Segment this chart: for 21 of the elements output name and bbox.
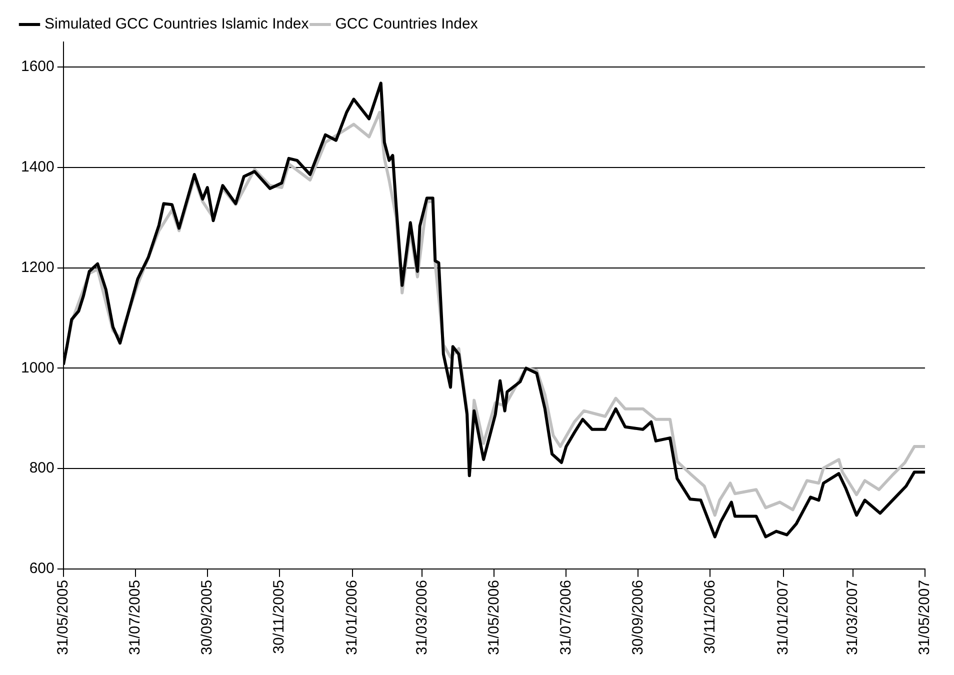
y-tick-label: 1600 — [20, 58, 54, 76]
y-tick-label: 1000 — [20, 359, 54, 376]
x-tick-label: 31/01/2007 — [774, 580, 792, 656]
y-tick-label: 800 — [29, 460, 54, 477]
x-tick-label: 31/03/2006 — [413, 580, 430, 656]
x-tick-label: 31/05/2005 — [54, 580, 72, 656]
x-tick-label: 30/11/2006 — [701, 580, 718, 654]
x-tick-label: 31/07/2005 — [126, 580, 144, 656]
x-tick-label: 31/03/2007 — [844, 580, 862, 656]
x-tick-label: 31/07/2006 — [557, 580, 574, 656]
x-tick-label: 30/09/2006 — [629, 580, 646, 656]
legend-label: Simulated GCC Countries Islamic Index — [44, 16, 310, 33]
x-tick-label: 30/11/2005 — [270, 580, 288, 654]
x-tick-label: 31/01/2006 — [344, 580, 361, 656]
y-tick-label: 1400 — [20, 158, 54, 176]
legend-label: GCC Countries Index — [335, 16, 478, 33]
x-tick-label: 31/05/2006 — [485, 580, 502, 656]
x-tick-label: 30/09/2005 — [198, 580, 216, 656]
y-tick-label: 1200 — [20, 258, 54, 276]
y-tick-label: 600 — [29, 560, 54, 578]
x-tick-label: 31/05/2007 — [916, 580, 934, 656]
